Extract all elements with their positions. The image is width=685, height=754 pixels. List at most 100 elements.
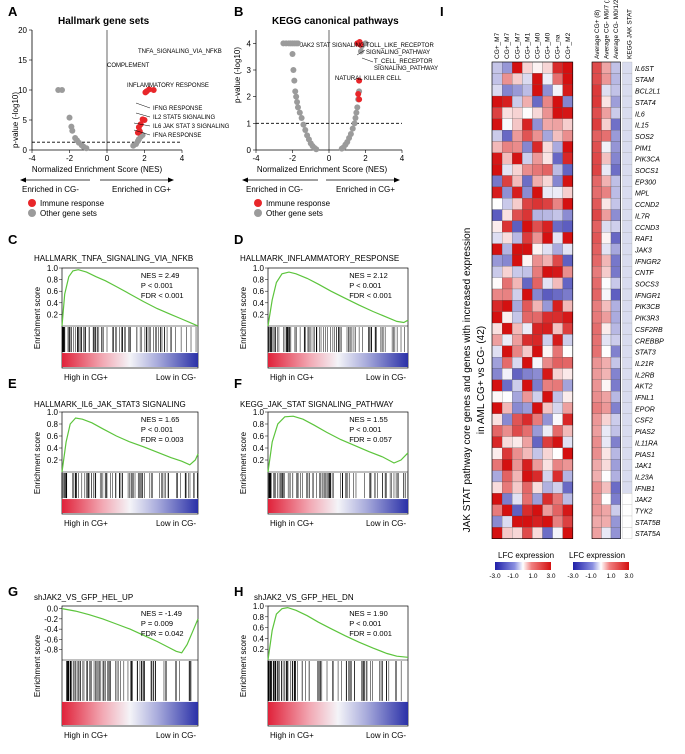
heatmap-avg-cell <box>610 243 621 256</box>
heatmap-avg-cell <box>601 266 612 278</box>
heatmap-cell <box>532 425 543 437</box>
heatmap-cell <box>542 515 553 528</box>
gsea-plot-d: 1.0 0.8 0.6 0.4 0.2 Enrichment score NES = 2.1… <box>239 264 409 382</box>
kegg-membership-cell <box>622 300 633 312</box>
heatmap-cell <box>542 504 553 517</box>
heatmap-cell <box>562 118 573 131</box>
heatmap-cell <box>532 311 543 324</box>
heatmap-cell <box>491 232 503 244</box>
heatmap-cell <box>522 232 533 244</box>
heatmap-cell <box>562 300 573 312</box>
heatmap-cell <box>562 504 573 517</box>
heatmap-cell <box>502 481 513 494</box>
heatmap-cell <box>562 515 573 528</box>
heatmap-cell <box>491 334 503 346</box>
heatmap-cell <box>512 107 523 119</box>
y-tick-label: 0.6 <box>253 287 265 296</box>
heatmap-cell <box>532 118 543 131</box>
y-tick-label: 0.2 <box>253 645 265 654</box>
annotation-tlr-1: TOLL_LIKE_RECEPTOR <box>366 43 434 49</box>
heatmap-cell <box>562 107 573 119</box>
heatmap-avg-cell <box>601 164 612 176</box>
gsea-stat: P < 0.001 <box>349 619 381 628</box>
data-point <box>141 117 148 123</box>
heatmap-cell <box>552 186 563 199</box>
heatmap-cell <box>552 209 563 222</box>
heatmap-cell <box>532 220 543 233</box>
data-point <box>150 87 157 93</box>
heatmap-cell <box>542 322 553 335</box>
legend-immune-marker <box>28 199 36 207</box>
heatmap-cell <box>522 493 533 505</box>
gene-label: IL6ST <box>635 66 654 73</box>
heatmap-avg-cell <box>591 107 602 119</box>
heatmap-cell <box>512 186 523 199</box>
y-tick-label: 0.6 <box>253 624 265 633</box>
heatmap-cell <box>552 118 563 131</box>
heatmap-cell <box>502 266 513 278</box>
data-point <box>354 104 361 111</box>
y-tick-label: 1.0 <box>253 264 265 273</box>
heatmap-avg-cell <box>591 164 602 176</box>
legend-other-marker <box>28 209 36 217</box>
heatmap-avg-cell <box>591 152 602 165</box>
heatmap-avg-cell <box>610 345 621 358</box>
heatmap-cell <box>502 118 513 131</box>
y-tick-label: 0 <box>23 146 28 155</box>
kegg-membership-cell <box>622 186 633 199</box>
heatmap-cell <box>562 243 573 256</box>
heatmap-avg-cell <box>610 391 621 403</box>
gsea-frame <box>267 267 409 369</box>
heatmap-cell <box>502 186 513 199</box>
heatmap-cell <box>522 61 533 74</box>
kegg-membership-cell <box>622 198 633 210</box>
low-label: Low in CG- <box>156 519 196 528</box>
heatmap-cell <box>552 73 563 85</box>
gsea-stat: P < 0.001 <box>141 281 173 290</box>
heatmap-cell <box>542 209 553 222</box>
heatmap-column-label: CG+_M7 <box>504 32 511 59</box>
heatmap-avg-border <box>591 61 621 540</box>
heatmap-cell <box>532 402 543 414</box>
kegg-membership-cell <box>622 277 633 290</box>
heatmap-cell <box>502 141 513 153</box>
heatmap-cell <box>542 447 553 460</box>
heatmap-cell <box>542 334 553 346</box>
heatmap-avg-cell <box>601 130 612 142</box>
heatmap-cell <box>491 186 503 199</box>
heatmap-cell <box>552 470 563 483</box>
data-point <box>313 146 320 153</box>
legend-b-other-label: Other gene sets <box>266 209 323 218</box>
data-point <box>294 40 301 47</box>
gene-label: RAF1 <box>635 236 653 243</box>
heatmap-cell <box>502 84 513 97</box>
y-tick-label: 0.8 <box>253 613 265 622</box>
heatmap-cell <box>502 447 513 460</box>
gene-label: STAT4 <box>635 100 656 107</box>
kegg-membership-cell <box>622 515 633 528</box>
x-tick-label: 2 <box>363 154 368 163</box>
heatmap-cell <box>522 504 533 517</box>
rank-gradient <box>268 499 408 513</box>
heatmap-cell <box>522 391 533 403</box>
heatmap-avg-cell <box>591 186 602 199</box>
heatmap-avg-cell <box>610 470 621 483</box>
heatmap-cell <box>552 254 563 267</box>
heatmap-cell <box>532 61 543 74</box>
heatmap-cell <box>512 481 523 494</box>
heatmap-cell <box>512 436 523 448</box>
heatmap-cell <box>562 73 573 85</box>
heatmap-cell <box>532 357 543 369</box>
heatmap-cell <box>562 61 573 74</box>
data-point <box>293 93 300 100</box>
heatmap-avg-cell <box>601 322 612 335</box>
heatmap-cell <box>552 300 563 312</box>
panel-f-title: KEGG_JAK_STAT SIGNALING_PATHWAY <box>240 400 394 409</box>
low-label: Low in CG- <box>366 731 406 740</box>
heatmap-cell <box>532 470 543 483</box>
gene-label: SOS2 <box>635 134 654 141</box>
heatmap-cell <box>512 152 523 165</box>
heatmap-cell <box>532 493 543 505</box>
heatmap-cell <box>502 391 513 403</box>
data-point <box>357 48 364 55</box>
